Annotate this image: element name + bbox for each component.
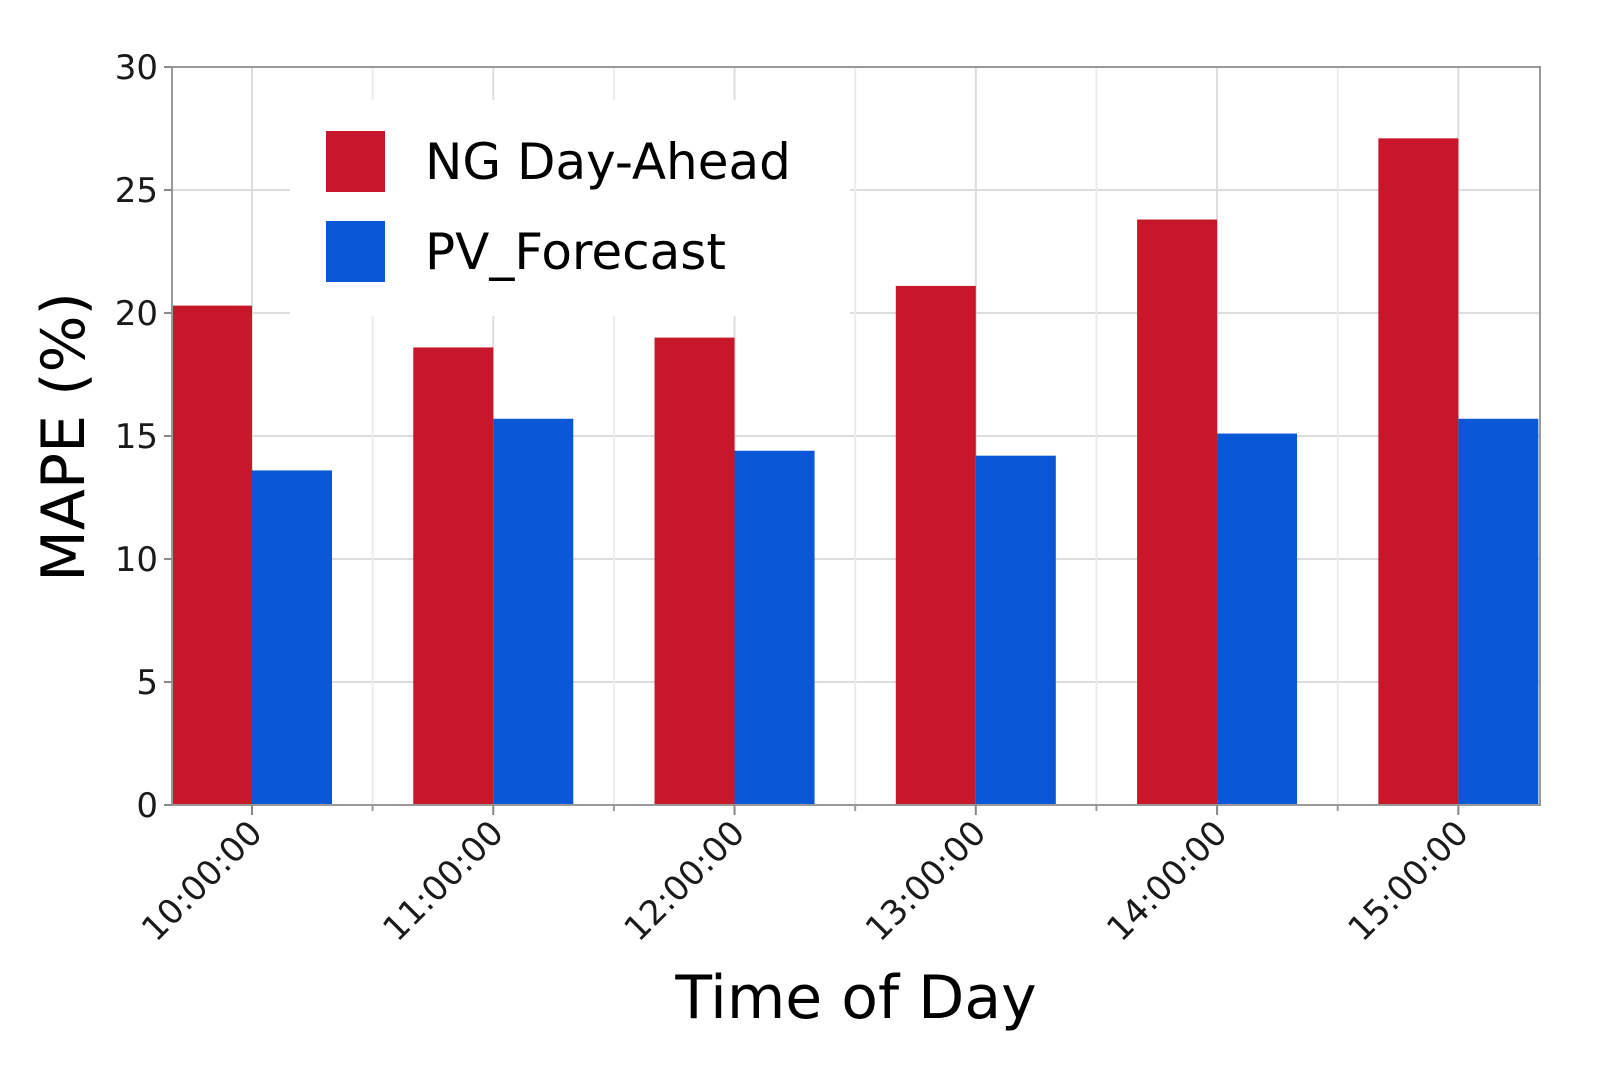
x-tick-label: 10:00:00: [134, 813, 270, 949]
y-tick-label: 30: [115, 48, 158, 88]
y-tick-label: 0: [136, 786, 158, 826]
bar-pv-forecast-5: [1458, 418, 1539, 805]
y-tick-label: 20: [115, 294, 158, 334]
bar-pv-forecast-1: [493, 418, 574, 805]
bar-pv-forecast-3: [975, 455, 1056, 805]
bar-ng-day-ahead-4: [1137, 219, 1218, 805]
legend-label-pv-forecast: PV_Forecast: [425, 223, 726, 281]
x-tick-label: 15:00:00: [1340, 813, 1476, 949]
bar-pv-forecast-0: [252, 470, 332, 805]
legend-label-ng-day-ahead: NG Day-Ahead: [425, 133, 791, 191]
x-tick-label: 14:00:00: [1099, 813, 1235, 949]
x-axis-ticks: 10:00:00 11:00:00 12:00:00 13:00:00 14:00:00…: [134, 805, 1477, 949]
x-tick-label: 12:00:00: [617, 813, 753, 949]
legend-swatch-ng-day-ahead: [326, 131, 385, 192]
bar-ng-day-ahead-5: [1378, 138, 1459, 806]
x-axis-title: Time of Day: [674, 963, 1036, 1033]
bar-ng-day-ahead-2: [654, 337, 735, 805]
bar-pv-forecast-4: [1217, 433, 1298, 805]
y-tick-label: 10: [115, 540, 158, 580]
y-tick-label: 25: [115, 171, 158, 211]
bar-ng-day-ahead-0: [172, 305, 252, 805]
x-tick-label: 11:00:00: [375, 813, 511, 949]
y-tick-label: 15: [115, 417, 158, 457]
legend-swatch-pv-forecast: [326, 221, 385, 282]
y-axis-title: MAPE (%): [29, 292, 99, 582]
bar-ng-day-ahead-1: [413, 347, 494, 805]
y-axis-ticks: 0 5 10 15 20 25 30: [115, 48, 172, 826]
y-tick-label: 5: [136, 663, 158, 703]
bar-pv-forecast-2: [734, 450, 815, 805]
bars-layer: [172, 138, 1539, 806]
bar-ng-day-ahead-3: [895, 285, 976, 805]
legend: NG Day-Ahead PV_Forecast: [290, 100, 850, 316]
x-tick-label: 13:00:00: [858, 813, 994, 949]
